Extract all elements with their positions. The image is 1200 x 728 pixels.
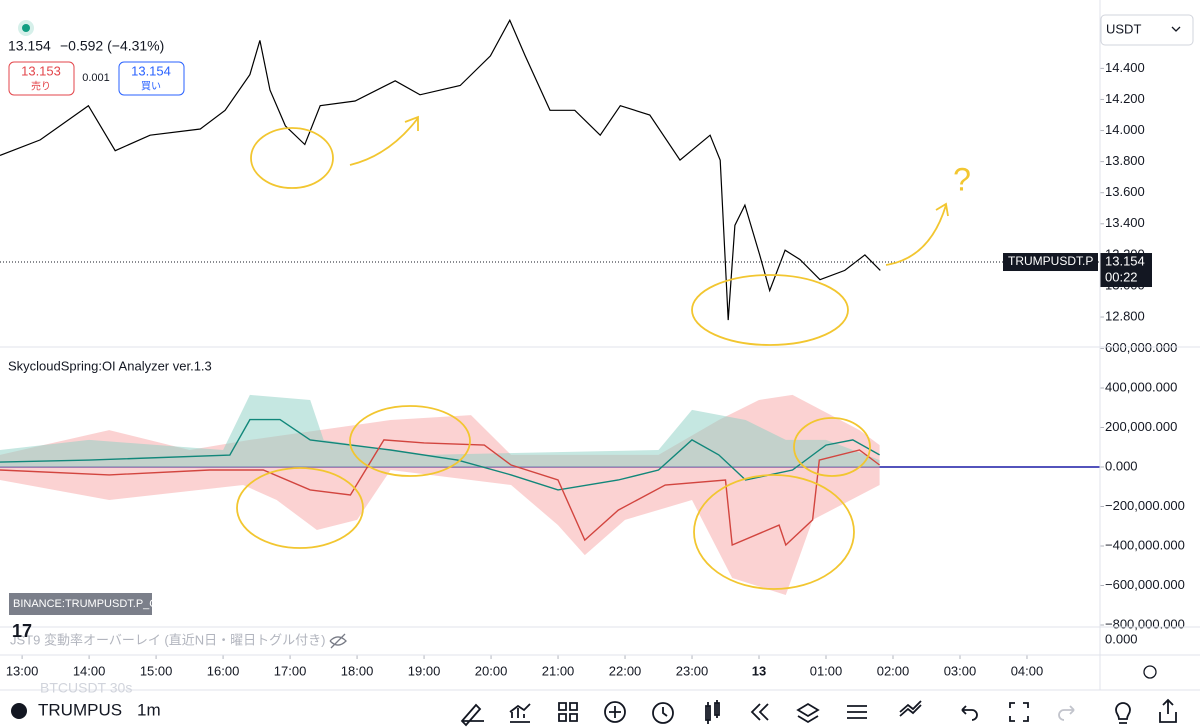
- replay-tool[interactable]: [750, 703, 769, 721]
- share-tool[interactable]: [1159, 698, 1177, 723]
- x-tick-label: 15:00: [140, 663, 173, 678]
- chart-type-tool[interactable]: [705, 700, 720, 724]
- y-tick-label: −400,000.000: [1105, 537, 1185, 552]
- currency-select[interactable]: [1100, 14, 1194, 46]
- x-tick-label: 01:00: [810, 663, 843, 678]
- pane: [0, 18, 881, 321]
- price: 13.154: [8, 38, 51, 54]
- annotation-ellipse: [250, 127, 334, 189]
- indicator-line: [0, 439, 881, 547]
- annotation-ellipse: [793, 417, 871, 477]
- dropdown-arrow: [1171, 26, 1181, 32]
- add-tool[interactable]: [604, 701, 626, 723]
- y-tick-label: 200,000.000: [1105, 419, 1177, 434]
- y-tick-label: 14.200: [1105, 91, 1145, 106]
- annotation-ellipse: [236, 467, 364, 549]
- fullscreen-tool[interactable]: [1009, 702, 1029, 722]
- band-area: [0, 394, 880, 467]
- redo-tool[interactable]: [1058, 705, 1075, 721]
- symbol-badge: [1003, 253, 1098, 272]
- change: −0.592 (−4.31%): [60, 38, 164, 54]
- x-tick-label: 03:00: [944, 663, 977, 678]
- x-tick-label: 16:00: [207, 663, 240, 678]
- alert-tool[interactable]: [652, 702, 674, 724]
- band-area: [0, 394, 880, 467]
- x-tick-label: 14:00: [73, 663, 106, 678]
- buy-label: 買い: [141, 81, 161, 93]
- tv-logo: 17: [12, 621, 32, 641]
- layers-tool[interactable]: [796, 702, 820, 724]
- buy-button[interactable]: [118, 61, 185, 96]
- price-badge: [1100, 253, 1152, 288]
- x-tick-label: 20:00: [475, 663, 508, 678]
- toolbar: [460, 698, 1177, 727]
- layout-tool[interactable]: [558, 702, 578, 722]
- spread: 0.001: [82, 72, 110, 84]
- plots: 12.80013.00013.20013.40013.60013.80014.0…: [0, 18, 1185, 678]
- x-tick-label: 19:00: [408, 663, 441, 678]
- y-tick-label: 14.400: [1105, 60, 1145, 75]
- currency: USDT: [1106, 21, 1141, 36]
- y-tick-label: −600,000.000: [1105, 577, 1185, 592]
- pane: [0, 394, 1100, 595]
- visibility-icon[interactable]: [329, 633, 347, 649]
- settings-tool[interactable]: [847, 705, 867, 719]
- annotations: ?: [236, 115, 971, 590]
- sell-label: 売り: [31, 80, 51, 93]
- annotation-ellipse: [349, 405, 471, 477]
- annotation-ellipse: [691, 274, 849, 346]
- ghost-symbol: BTCUSDT 30s: [40, 680, 132, 696]
- indicator-title: SkycloudSpring:OI Analyzer ver.1.3: [8, 358, 212, 373]
- x-tick-label: 13: [752, 663, 766, 678]
- x-tick-label: 18:00: [341, 663, 374, 678]
- countdown: 00:22: [1105, 269, 1138, 284]
- settings-icon[interactable]: [1143, 665, 1157, 679]
- symbol-label: TRUMPUSDT.P: [1008, 254, 1093, 268]
- x-tick-label: 22:00: [609, 663, 642, 678]
- status-dot: [22, 24, 30, 32]
- sell-button[interactable]: [8, 61, 75, 96]
- y-tick-label: 13.600: [1105, 184, 1145, 199]
- sell-price: 13.153: [21, 63, 61, 78]
- overlay-tick-label: 0.000: [1105, 631, 1138, 646]
- x-tick-label: 17:00: [274, 663, 307, 678]
- annotation-arrow: [349, 115, 419, 166]
- y-tick-label: 13.400: [1105, 215, 1145, 230]
- y-tick-label: −200,000.000: [1105, 498, 1185, 513]
- y-tick-label: 400,000.000: [1105, 379, 1177, 394]
- annotation-text: ?: [953, 161, 971, 197]
- price-badge-label: 13.154: [1105, 253, 1145, 268]
- y-tick-label: 13.800: [1105, 153, 1145, 168]
- undo-tool[interactable]: [961, 705, 978, 721]
- interval[interactable]: 1m: [137, 700, 161, 719]
- band-area: [0, 466, 880, 595]
- buy-price: 13.154: [131, 63, 171, 78]
- y-tick-label: 14.000: [1105, 122, 1145, 137]
- compare-tool[interactable]: [899, 700, 922, 717]
- draw-tool[interactable]: [460, 703, 484, 727]
- annotation-arrow: [885, 202, 949, 266]
- symbol[interactable]: TRUMPUS: [38, 700, 122, 719]
- x-tick-label: 23:00: [676, 663, 709, 678]
- ideas-tool[interactable]: [1115, 702, 1131, 724]
- indicator-line: [0, 418, 880, 491]
- y-tick-label: −800,000.000: [1105, 616, 1185, 631]
- x-tick-label: 21:00: [542, 663, 575, 678]
- source-label: BINANCE:TRUMPUSDT.P_OI: [13, 598, 161, 610]
- x-tick-label: 04:00: [1011, 663, 1044, 678]
- symbol-icon: [11, 703, 27, 719]
- y-tick-label: 12.800: [1105, 308, 1145, 323]
- indicators-tool[interactable]: [509, 703, 531, 723]
- y-tick-label: 0.000: [1105, 458, 1138, 473]
- overlay-title: JST9 変動率オーバーレイ (直近N日・曜日トグル付き): [10, 632, 325, 647]
- x-tick-label: 13:00: [6, 663, 39, 678]
- x-tick-label: 02:00: [877, 663, 910, 678]
- source-badge: [9, 593, 152, 615]
- annotation-ellipse: [693, 474, 855, 590]
- price-line: [0, 18, 881, 321]
